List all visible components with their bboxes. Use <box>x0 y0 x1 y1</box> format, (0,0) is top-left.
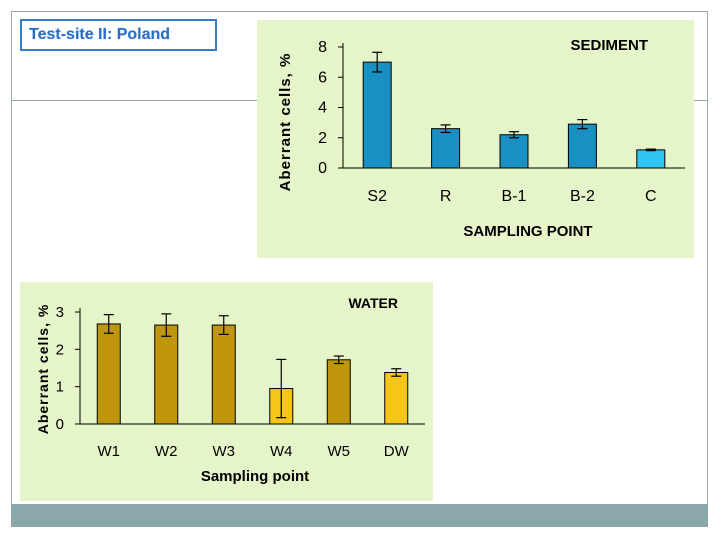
category-label: S2 <box>367 188 387 205</box>
bar <box>326 359 351 425</box>
bar <box>431 128 461 169</box>
y-tick-label: 1 <box>56 379 64 396</box>
bar <box>567 123 597 169</box>
bar <box>362 61 392 169</box>
y-axis-label: Aberrant cells, % <box>35 304 51 435</box>
y-tick-label: 2 <box>56 341 64 358</box>
bar <box>154 324 179 425</box>
category-label: W5 <box>328 443 351 460</box>
y-tick-label: 8 <box>318 39 327 56</box>
category-label: W3 <box>213 443 236 460</box>
category-label: B-2 <box>570 188 595 205</box>
y-tick-label: 0 <box>56 416 64 433</box>
bar <box>384 371 409 425</box>
x-axis-label: Sampling point <box>201 468 309 485</box>
category-label: B-1 <box>502 188 527 205</box>
x-axis-label: SAMPLING POINT <box>463 223 592 240</box>
y-tick-label: 0 <box>318 160 327 177</box>
sediment-chart-panel: SEDIMENT Aberrant cells, % SAMPLING POIN… <box>257 20 694 258</box>
slide-footer-bar <box>11 504 708 527</box>
y-tick-label: 6 <box>318 69 327 86</box>
y-axis-label: Aberrant cells, % <box>277 53 294 192</box>
category-label: W2 <box>155 443 178 460</box>
sediment-chart: SEDIMENT Aberrant cells, % SAMPLING POIN… <box>277 37 685 240</box>
category-label: C <box>645 188 657 205</box>
slide-frame-right <box>707 100 708 504</box>
y-tick-label: 4 <box>318 100 327 117</box>
water-plot-area: 0 1 2 3 W1 W2 W3 W4 W5 DW <box>56 304 425 460</box>
bar <box>636 149 666 169</box>
category-label: W1 <box>98 443 121 460</box>
bar <box>499 134 529 169</box>
water-chart: WATER Aberrant cells, % Sampling point 0… <box>35 295 425 485</box>
water-chart-panel: WATER Aberrant cells, % Sampling point 0… <box>20 282 433 501</box>
slide-frame-left <box>11 100 12 504</box>
category-label: W4 <box>270 443 293 460</box>
y-tick-label: 3 <box>56 304 64 321</box>
category-label: R <box>440 188 452 205</box>
bar <box>96 323 121 425</box>
chart-title: WATER <box>348 295 398 311</box>
chart-title: SEDIMENT <box>570 37 648 54</box>
y-tick-label: 2 <box>318 130 327 147</box>
slide-title: Test-site II: Poland <box>20 19 217 51</box>
bar <box>211 324 236 425</box>
category-label: DW <box>384 443 410 460</box>
sediment-plot-area: 0 2 4 6 8 S2 R B-1 B-2 C <box>318 39 685 205</box>
slide-frame-top <box>11 11 708 101</box>
